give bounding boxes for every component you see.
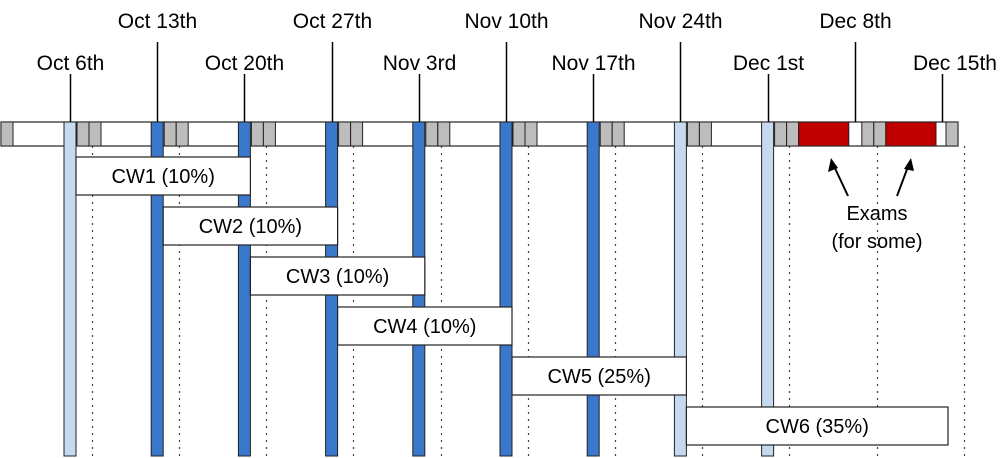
coursework-box (75, 156, 251, 196)
exam-note-line1: Exams (846, 203, 907, 225)
date-label: Nov 10th (464, 10, 548, 33)
weekend-block (338, 121, 352, 147)
release-bar (586, 121, 600, 457)
coursework-label: CW2 (10%) (199, 216, 302, 238)
coursework-label: CW4 (10%) (373, 316, 476, 338)
exam-note-line2: (for some) (831, 231, 922, 253)
exam-note: Exams (for some) (828, 158, 923, 253)
date-label: Nov 17th (551, 52, 635, 75)
coursework-box (685, 406, 949, 446)
coursework-box (337, 306, 513, 346)
weekend-block (599, 121, 613, 147)
date-label: Nov 24th (638, 10, 722, 33)
timeline-strip (0, 121, 959, 147)
weekend-block (861, 121, 875, 147)
date-label: Dec 15th (913, 52, 997, 75)
date-label: Oct 27th (293, 10, 372, 33)
date-label: Oct 13th (118, 10, 197, 33)
coursework-label: CW6 (35%) (766, 416, 869, 438)
weekend-block (774, 121, 788, 147)
exam-arrow-left-head (828, 158, 838, 172)
weekend-block (437, 121, 451, 147)
week-divider-lines (91, 146, 966, 456)
weekend-block (88, 121, 102, 147)
weekend-block (425, 121, 439, 147)
weekend-block (786, 121, 800, 147)
coursework-box (511, 356, 687, 396)
date-labels: Oct 6th Oct 13th Oct 20th Oct 27th Nov 3rd No… (37, 10, 997, 75)
release-bar (673, 121, 687, 457)
weekend-block (686, 121, 700, 147)
coursework-label: CW5 (25%) (548, 366, 651, 388)
exam-arrow-left (832, 163, 849, 197)
weekend-block (262, 121, 276, 147)
exam-arrow-right-head (904, 158, 914, 171)
weekend-block (512, 121, 526, 147)
coursework-label: CW1 (10%) (112, 166, 215, 188)
date-ticks (69, 42, 944, 122)
date-label: Dec 8th (819, 10, 891, 33)
coursework-boxes: CW1 (10%) CW2 (10%) CW3 (10%) CW4 (10%) CW5 … (75, 156, 949, 446)
weekend-block (611, 121, 625, 147)
coursework-label: CW3 (10%) (286, 266, 389, 288)
date-label: Oct 6th (37, 52, 105, 75)
release-bar (499, 121, 513, 457)
date-label: Nov 3rd (383, 52, 457, 75)
weekend-block (76, 121, 90, 147)
weekend-block (163, 121, 177, 147)
weekend-block (698, 121, 712, 147)
coursework-box (162, 206, 339, 246)
date-label: Oct 20th (205, 52, 284, 75)
coursework-box (249, 256, 426, 296)
release-bar (761, 121, 775, 457)
exam-block (885, 121, 937, 147)
weekend-block (524, 121, 538, 147)
weekend-block (873, 121, 887, 147)
date-label: Dec 1st (733, 52, 804, 75)
weekend-block (0, 121, 14, 147)
weekend-block (350, 121, 364, 147)
exam-block (798, 121, 850, 147)
weekend-block (250, 121, 264, 147)
weekend-block (945, 121, 959, 147)
weekend-block (175, 121, 189, 147)
release-bar (63, 121, 77, 457)
